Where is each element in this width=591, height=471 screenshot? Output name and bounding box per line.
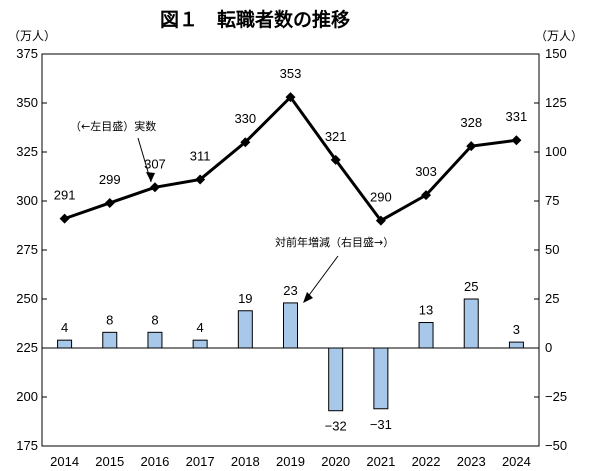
right-tick-label: 0 bbox=[545, 340, 552, 355]
bar-series bbox=[57, 298, 524, 412]
x-tick-label: 2018 bbox=[231, 454, 260, 469]
bar-value-label: 8 bbox=[106, 312, 113, 327]
line-value-label: 303 bbox=[415, 164, 437, 179]
line-marker-2022 bbox=[421, 190, 432, 201]
line-value-label: 290 bbox=[370, 190, 392, 205]
left-axis-unit: （万人） bbox=[8, 29, 56, 43]
left-tick-label: 200 bbox=[16, 389, 38, 404]
bar-value-label: 19 bbox=[238, 291, 252, 306]
line-series bbox=[59, 92, 522, 226]
line-value-label: 330 bbox=[234, 111, 256, 126]
bar-value-label: 4 bbox=[197, 320, 204, 335]
left-tick-label: 350 bbox=[16, 95, 38, 110]
line-path bbox=[64, 94, 517, 223]
left-tick-label: 225 bbox=[16, 340, 38, 355]
left-tick-label: 250 bbox=[16, 291, 38, 306]
line-marker-2024 bbox=[511, 135, 522, 146]
line-annotation-arrowhead bbox=[146, 172, 155, 182]
line-annotation: （←左目盛）実数 bbox=[70, 119, 156, 133]
x-tick-label: 2019 bbox=[276, 454, 305, 469]
right-tick-label: 125 bbox=[545, 95, 567, 110]
right-tick-label: 150 bbox=[545, 46, 567, 61]
line-marker-2020 bbox=[330, 154, 341, 165]
line-marker-2015 bbox=[104, 197, 115, 208]
left-axis: 175 200 225 250 275 300 325 350 375 bbox=[16, 46, 47, 453]
line-marker-2018 bbox=[240, 137, 251, 148]
line-marker-2021 bbox=[375, 215, 386, 226]
x-tick-label: 2023 bbox=[457, 454, 486, 469]
bar-annotation-arrowhead bbox=[303, 292, 313, 303]
left-tick-label: 325 bbox=[16, 144, 38, 159]
line-value-label: 328 bbox=[460, 115, 482, 130]
line-labels: 291 299 307 311 330 353 321 290 303 328 331 bbox=[54, 66, 528, 204]
line-marker-2019 bbox=[285, 92, 296, 103]
left-tick-label: 275 bbox=[16, 242, 38, 257]
x-tick-label: 2017 bbox=[186, 454, 215, 469]
bar-value-label: 23 bbox=[283, 283, 297, 298]
plot-area bbox=[41, 53, 540, 447]
bar-value-label: −31 bbox=[370, 417, 392, 432]
chart-title: 図１ 転職者数の推移 bbox=[160, 8, 350, 31]
line-value-label: 331 bbox=[506, 109, 528, 124]
x-tick-label: 2021 bbox=[366, 454, 395, 469]
right-tick-label: 100 bbox=[545, 144, 567, 159]
line-marker-2023 bbox=[466, 141, 477, 152]
bar-2021 bbox=[373, 347, 389, 410]
x-tick-label: 2022 bbox=[412, 454, 441, 469]
bar-2019 bbox=[283, 302, 298, 349]
right-tick-label: −25 bbox=[545, 389, 567, 404]
x-tick-label: 2015 bbox=[95, 454, 124, 469]
bar-value-label: 3 bbox=[513, 322, 520, 337]
line-marker-2017 bbox=[195, 174, 206, 185]
x-tick-label: 2016 bbox=[140, 454, 169, 469]
bar-2024 bbox=[508, 341, 524, 349]
right-tick-label: −50 bbox=[545, 438, 567, 453]
line-marker-2014 bbox=[59, 213, 70, 224]
line-value-label: 321 bbox=[325, 129, 347, 144]
left-tick-label: 175 bbox=[16, 438, 38, 453]
bar-2014 bbox=[57, 339, 73, 349]
x-tick-label: 2014 bbox=[50, 454, 79, 469]
bar-value-label: 4 bbox=[61, 320, 68, 335]
bar-value-label: −32 bbox=[325, 419, 347, 434]
bar-2015 bbox=[102, 331, 118, 349]
bar-labels: 4 8 8 4 19 23 −32 −31 13 25 3 bbox=[61, 279, 520, 434]
bar-2017 bbox=[192, 339, 208, 349]
x-tick-label: 2024 bbox=[502, 454, 531, 469]
line-value-label: 353 bbox=[280, 66, 302, 81]
left-tick-label: 375 bbox=[16, 46, 38, 61]
right-axis-unit: （万人） bbox=[535, 29, 583, 43]
bar-annotation-arrow bbox=[303, 255, 339, 303]
bar-value-label: 8 bbox=[151, 312, 158, 327]
bar-2016 bbox=[147, 331, 163, 349]
bar-annotation: 対前年増減（右目盛→） bbox=[275, 235, 394, 249]
bar-value-label: 13 bbox=[419, 303, 433, 318]
bar-2023 bbox=[463, 298, 479, 349]
right-tick-label: 50 bbox=[545, 242, 559, 257]
line-value-label: 291 bbox=[54, 188, 76, 203]
line-value-label: 307 bbox=[144, 156, 166, 171]
left-tick-label: 300 bbox=[16, 193, 38, 208]
line-marker-2016 bbox=[149, 182, 160, 193]
x-tick-label: 2020 bbox=[321, 454, 350, 469]
right-tick-label: 25 bbox=[545, 291, 559, 306]
line-value-label: 299 bbox=[99, 172, 121, 187]
x-axis: 2014 2015 2016 2017 2018 2019 2020 2021 2022 2023… bbox=[50, 454, 531, 469]
right-axis: −50 −25 0 25 50 75 100 125 150 bbox=[534, 46, 567, 453]
bar-value-label: 25 bbox=[464, 279, 478, 294]
line-value-label: 311 bbox=[190, 148, 211, 163]
bar-2022 bbox=[418, 322, 434, 349]
bar-2018 bbox=[237, 310, 253, 349]
right-tick-label: 75 bbox=[545, 193, 559, 208]
bar-2020 bbox=[328, 347, 344, 412]
